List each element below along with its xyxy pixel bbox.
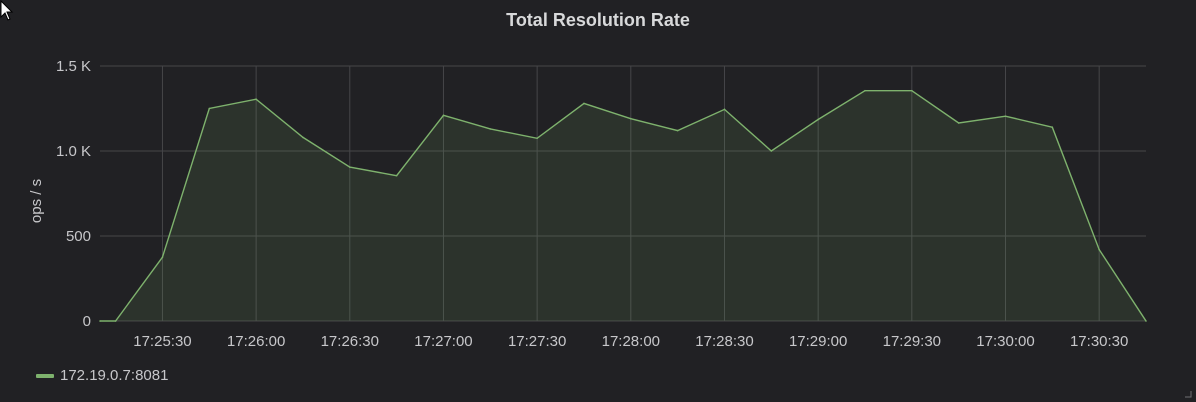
y-tick-label: 1.5 K	[56, 58, 91, 75]
data-point	[817, 118, 819, 121]
y-axis-ticks: 0 500 1.0 K 1.5 K	[56, 58, 91, 330]
data-point	[442, 114, 445, 117]
x-tick-label: 17:30:00	[976, 333, 1034, 350]
x-tick-label: 17:30:30	[1070, 333, 1128, 350]
data-point	[723, 108, 726, 111]
data-point	[911, 89, 913, 92]
series-fill	[100, 90, 1146, 321]
x-tick-label: 17:27:30	[508, 333, 566, 350]
x-tick-label: 17:26:30	[321, 333, 379, 350]
x-tick-label: 17:29:00	[789, 333, 847, 350]
grid	[100, 65, 1146, 322]
data-point	[583, 102, 585, 105]
data-point	[1145, 320, 1147, 322]
panel-title[interactable]: Total Resolution Rate	[506, 10, 690, 30]
mouse-cursor-icon	[0, 0, 14, 21]
y-tick-label: 0	[83, 313, 91, 330]
data-point	[536, 137, 538, 140]
data-point	[395, 174, 398, 177]
series-path[interactable]	[100, 90, 1147, 322]
data-point	[1051, 126, 1054, 128]
x-tick-label: 17:29:30	[883, 333, 941, 350]
y-tick-label: 1.0 K	[56, 143, 91, 160]
y-axis-label: ops / s	[28, 179, 45, 223]
data-point	[630, 117, 632, 120]
x-tick-label: 17:25:30	[133, 333, 191, 350]
data-point	[114, 320, 117, 322]
x-tick-label: 17:27:00	[414, 333, 472, 350]
data-point	[348, 166, 351, 168]
data-point	[208, 107, 211, 110]
data-point	[676, 129, 679, 132]
x-tick-label: 17:26:00	[227, 333, 285, 350]
data-point	[1004, 115, 1007, 117]
data-point	[99, 320, 101, 322]
legend-label: 172.19.0.7:8081	[60, 367, 169, 384]
data-point	[864, 89, 866, 92]
data-point	[161, 256, 164, 259]
x-axis-ticks: 17:25:30 17:26:00 17:26:30 17:27:00 17:27:30…	[133, 333, 1128, 350]
legend-item[interactable]: 172.19.0.7:8081	[36, 367, 168, 384]
series-line[interactable]	[99, 89, 1147, 322]
x-tick-label: 17:28:00	[602, 333, 660, 350]
series-area	[100, 90, 1146, 321]
data-point	[1098, 248, 1100, 251]
y-tick-label: 500	[66, 228, 91, 245]
data-point	[255, 98, 257, 100]
data-point	[770, 150, 773, 152]
data-point	[302, 136, 304, 139]
data-point	[489, 128, 492, 130]
x-tick-label: 17:28:30	[695, 333, 753, 350]
data-point	[957, 122, 960, 124]
legend-swatch	[36, 373, 54, 378]
resize-handle-icon[interactable]	[1184, 390, 1192, 398]
